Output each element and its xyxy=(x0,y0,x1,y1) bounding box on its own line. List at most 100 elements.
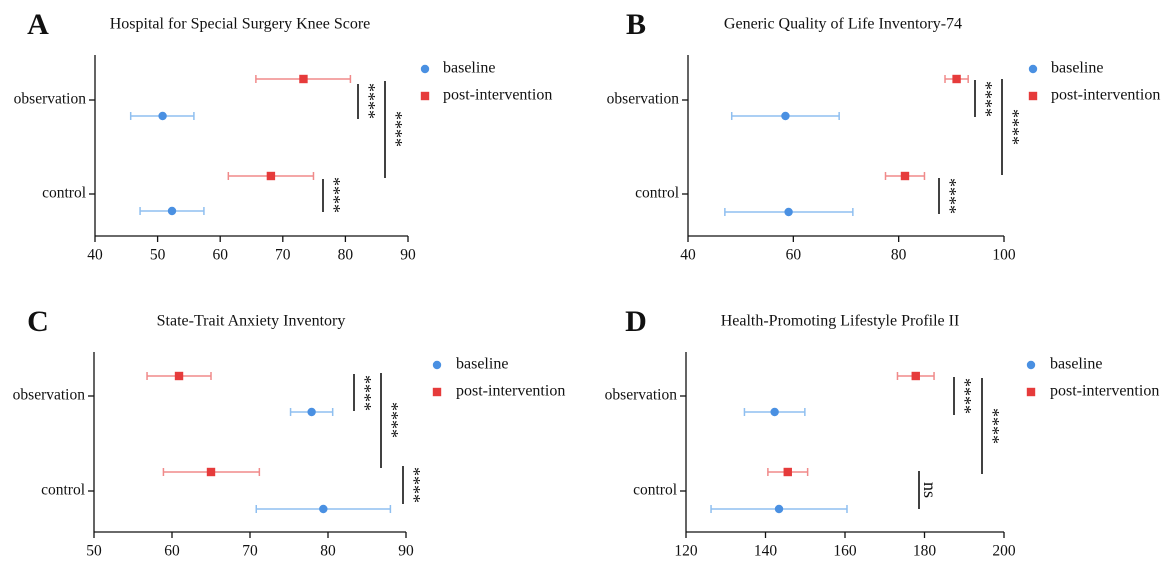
data-point-post-intervention-observation xyxy=(911,371,920,381)
error-bar-baseline-control xyxy=(710,504,848,514)
legend-label-baseline: baseline xyxy=(1050,356,1102,373)
panel-letter: A xyxy=(27,8,49,41)
error-bar-post-observation xyxy=(146,371,212,381)
panel-letter: C xyxy=(27,305,49,338)
panel-title: Hospital for Special Surgery Knee Score xyxy=(110,16,371,33)
error-bar-post-control xyxy=(227,171,315,181)
legend: baseline post-intervention xyxy=(1026,356,1159,400)
category-label-observation: observation xyxy=(14,91,87,108)
x-tick-label: 120 xyxy=(674,543,698,560)
legend-marker-post-intervention xyxy=(420,91,430,101)
x-tick-label: 90 xyxy=(398,543,414,560)
legend-label-post-intervention: post-intervention xyxy=(443,87,552,104)
category-label-control: control xyxy=(42,185,86,202)
legend-label-baseline: baseline xyxy=(456,356,508,373)
panel-title: Health-Promoting Lifestyle Profile II xyxy=(721,313,960,330)
x-tick-label: 60 xyxy=(164,543,180,560)
legend-marker-post-intervention xyxy=(1026,387,1036,397)
legend-marker-baseline xyxy=(420,64,430,74)
significance-label: **** xyxy=(940,178,960,214)
error-bar-post-observation xyxy=(896,371,935,381)
data-point-post-intervention-control xyxy=(206,467,216,477)
significance-label: **** xyxy=(324,177,344,213)
significance-label: **** xyxy=(955,378,975,414)
error-bar-post-observation xyxy=(944,74,969,84)
error-bar-post-control xyxy=(767,467,809,477)
significance-label: **** xyxy=(382,402,402,438)
category-label-control: control xyxy=(41,482,85,499)
data-point-post-intervention-control xyxy=(266,171,276,181)
legend-label-post-intervention: post-intervention xyxy=(1051,87,1160,104)
chart-panel-b: B Generic Quality of Life Inventory-74 40 6… xyxy=(607,8,1161,264)
data-point-post-intervention-observation xyxy=(952,74,961,84)
data-point-post-intervention-observation xyxy=(174,371,184,381)
x-tick-label: 80 xyxy=(338,247,354,264)
panel-letter: D xyxy=(625,305,647,338)
category-label-control: control xyxy=(633,482,677,499)
error-bar-baseline-observation xyxy=(743,407,806,417)
panel-title: Generic Quality of Life Inventory-74 xyxy=(724,16,962,33)
x-tick-label: 100 xyxy=(992,247,1016,264)
chart-panel-c: C State-Trait Anxiety Inventory 50 60 70 80 90… xyxy=(13,305,566,560)
x-tick-label: 200 xyxy=(992,543,1016,560)
category-label-observation: observation xyxy=(607,91,680,108)
x-tick-label: 40 xyxy=(680,247,696,264)
data-point-baseline-control xyxy=(167,206,177,216)
significance-label: ns xyxy=(920,482,940,498)
x-tick-label: 80 xyxy=(320,543,336,560)
data-point-post-intervention-observation xyxy=(299,74,308,84)
data-point-post-intervention-control xyxy=(783,467,792,477)
legend-label-post-intervention: post-intervention xyxy=(456,383,565,400)
x-tick-label: 60 xyxy=(786,247,802,264)
data-point-baseline-observation xyxy=(770,407,779,417)
chart-panel-a: A Hospital for Special Surgery Knee Score… xyxy=(14,8,553,264)
error-bar-baseline-control xyxy=(724,207,854,217)
error-bar-baseline-control xyxy=(139,206,205,216)
legend-marker-post-intervention xyxy=(1028,91,1038,101)
data-point-baseline-observation xyxy=(781,111,790,121)
data-point-baseline-control xyxy=(319,504,328,514)
significance-label: **** xyxy=(976,81,996,117)
x-tick-label: 40 xyxy=(87,247,103,264)
data-point-baseline-observation xyxy=(307,407,316,417)
significance-label: **** xyxy=(386,111,406,147)
x-tick-label: 50 xyxy=(86,543,102,560)
panel-title: State-Trait Anxiety Inventory xyxy=(157,313,346,330)
error-bar-post-control xyxy=(884,171,926,181)
error-bar-baseline-observation xyxy=(730,111,840,121)
x-tick-label: 70 xyxy=(275,247,291,264)
x-tick-label: 180 xyxy=(913,543,937,560)
data-point-baseline-control xyxy=(774,504,784,514)
x-tick-label: 80 xyxy=(891,247,907,264)
x-tick-label: 90 xyxy=(400,247,416,264)
error-bar-baseline-observation xyxy=(289,407,334,417)
x-tick-label: 160 xyxy=(833,543,857,560)
legend: baseline post-intervention xyxy=(420,60,552,104)
category-label-observation: observation xyxy=(13,387,86,404)
error-bar-baseline-observation xyxy=(129,111,195,121)
error-bar-baseline-control xyxy=(255,504,392,514)
legend-label-baseline: baseline xyxy=(1051,60,1103,77)
category-label-observation: observation xyxy=(605,387,678,404)
x-tick-label: 140 xyxy=(754,543,778,560)
significance-label: **** xyxy=(359,83,379,119)
legend-label-post-intervention: post-intervention xyxy=(1050,383,1159,400)
error-bar-post-control xyxy=(162,467,261,477)
legend: baseline post-intervention xyxy=(1028,60,1160,104)
panel-letter: B xyxy=(626,8,646,41)
x-tick-label: 60 xyxy=(212,247,228,264)
significance-label: **** xyxy=(404,467,424,503)
data-point-baseline-observation xyxy=(158,111,167,121)
error-bar-post-observation xyxy=(255,74,352,84)
x-tick-label: 50 xyxy=(150,247,166,264)
legend-marker-baseline xyxy=(1028,64,1038,74)
chart-panel-d: D Health-Promoting Lifestyle Profile II 12… xyxy=(605,305,1160,560)
legend-label-baseline: baseline xyxy=(443,60,495,77)
legend-marker-post-intervention xyxy=(432,387,442,397)
data-point-post-intervention-control xyxy=(900,171,910,181)
x-tick-label: 70 xyxy=(242,543,258,560)
legend-marker-baseline xyxy=(432,360,442,370)
significance-label: **** xyxy=(355,375,375,411)
significance-label: **** xyxy=(1003,109,1023,145)
